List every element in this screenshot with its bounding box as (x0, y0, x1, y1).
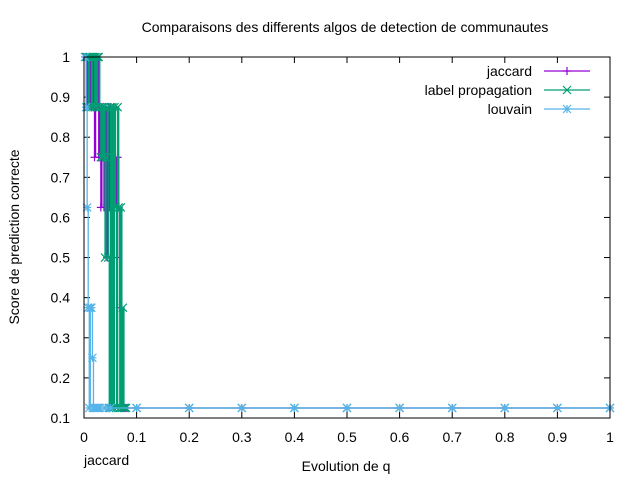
x-tick-label: 0.3 (232, 429, 252, 445)
bottom-note: jaccard (83, 452, 129, 468)
data-point (562, 85, 572, 95)
data-point (552, 403, 562, 413)
data-point (289, 403, 299, 413)
legend-entry: label propagation (425, 82, 590, 98)
x-tick-label: 0.8 (495, 429, 515, 445)
y-tick-label: 0.6 (51, 209, 71, 225)
legend-label: louvain (488, 101, 532, 117)
data-point (81, 102, 91, 112)
series-markers (80, 52, 615, 413)
y-tick-label: 0.5 (51, 250, 71, 266)
data-point (99, 102, 109, 112)
plot-frame (83, 56, 611, 419)
data-point (114, 202, 124, 212)
data-point (132, 403, 142, 413)
data-point (86, 303, 96, 313)
data-point (563, 67, 571, 75)
data-point (447, 403, 457, 413)
data-point (342, 403, 352, 413)
data-point (113, 102, 123, 112)
x-tick-label: 0 (80, 429, 88, 445)
data-point (95, 102, 105, 112)
series-label-propagation (80, 52, 615, 413)
y-tick-label: 1 (62, 49, 70, 65)
x-tick-label: 0.6 (390, 429, 410, 445)
legend-label: jaccard (486, 63, 532, 79)
data-point (103, 253, 113, 262)
x-axis-label: Evolution de q (302, 458, 391, 474)
series-layer (80, 52, 615, 413)
legend-entry: jaccard (486, 63, 590, 79)
y-axis-ticks: 0.1 0.2 0.3 0.4 0.5 0.6 0.7 0.8 0.9 1 (51, 49, 610, 426)
data-point (237, 403, 247, 413)
legend-entry: louvain (488, 101, 590, 117)
y-tick-label: 0.1 (51, 410, 71, 426)
y-tick-label: 0.2 (51, 370, 71, 386)
x-tick-label: 0.5 (337, 429, 357, 445)
series-jaccard (81, 53, 614, 412)
y-tick-label: 0.3 (51, 330, 71, 346)
series-markers (81, 53, 614, 412)
data-point (105, 403, 115, 413)
data-point (87, 353, 97, 363)
x-tick-label: 0.4 (285, 429, 305, 445)
data-point (562, 104, 572, 114)
data-point (98, 152, 108, 162)
series-louvain (80, 52, 615, 413)
data-point (105, 102, 115, 112)
data-point (100, 253, 110, 262)
x-tick-label: 0.9 (548, 429, 568, 445)
data-point (500, 403, 510, 413)
y-axis-label: Score de prediction correcte (6, 149, 22, 324)
data-point (395, 403, 405, 413)
y-tick-label: 0.8 (51, 129, 71, 145)
series-markers (80, 52, 615, 413)
data-point (118, 303, 128, 313)
data-point (116, 202, 126, 212)
y-tick-label: 0.9 (51, 89, 71, 105)
data-point (110, 102, 119, 112)
x-tick-label: 1 (606, 429, 614, 445)
y-tick-label: 0.4 (51, 290, 71, 306)
data-point (184, 403, 194, 413)
x-axis-ticks: 0 0.1 0.2 0.3 0.4 0.5 0.6 0.7 0.8 0.9 1 (80, 57, 614, 445)
x-tick-label: 0.1 (127, 429, 147, 445)
legend-label: label propagation (425, 82, 532, 98)
legend: jaccard label propagation louvain (425, 63, 590, 117)
x-tick-label: 0.2 (179, 429, 199, 445)
data-point (101, 152, 111, 162)
y-tick-label: 0.7 (51, 169, 71, 185)
x-tick-label: 0.7 (442, 429, 462, 445)
chart-title: Comparaisons des differents algos de det… (142, 19, 549, 35)
